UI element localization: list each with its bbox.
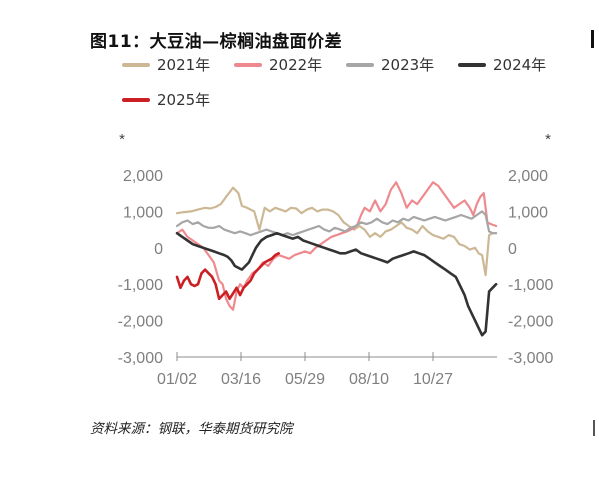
right-ytick-label: 0 xyxy=(508,241,517,258)
legend-swatch-2023 xyxy=(346,62,374,67)
right-ytick-label: 1,000 xyxy=(508,204,548,221)
legend-label-2023: 2023年 xyxy=(381,56,435,74)
left-axis-unit: * xyxy=(119,131,125,148)
chart-title: 图11：大豆油—棕榈油盘面价差 xyxy=(90,32,343,52)
legend-item-2025: 2025年 xyxy=(122,89,210,110)
left-ytick-label: -2,000 xyxy=(118,314,163,331)
legend-label-2025: 2025年 xyxy=(157,91,211,109)
legend-item-2024: 2024年 xyxy=(458,54,546,75)
legend-label-2022: 2022年 xyxy=(269,56,323,74)
series-line-2025 xyxy=(175,252,281,301)
right-axis-unit: * xyxy=(545,131,551,148)
left-ytick-label: -3,000 xyxy=(118,350,163,367)
x-tick-label: 01/02 xyxy=(157,371,197,388)
legend-item-2023: 2023年 xyxy=(346,54,434,75)
right-ytick-label: -2,000 xyxy=(508,314,553,331)
x-tick-label: 03/16 xyxy=(221,371,261,388)
clipped-neighbor-title-mark xyxy=(591,30,599,48)
left-ytick-label: 2,000 xyxy=(123,168,163,185)
legend-label-2021: 2021年 xyxy=(157,56,211,74)
legend-swatch-2024 xyxy=(458,62,486,67)
legend-item-2021: 2021年 xyxy=(122,54,210,75)
left-ytick-label: 0 xyxy=(154,241,163,258)
series-line-2022 xyxy=(175,181,498,311)
series-line-2023 xyxy=(175,210,498,237)
right-ytick-label: -3,000 xyxy=(508,350,553,367)
legend-swatch-2025 xyxy=(122,97,150,102)
legend-item-2022: 2022年 xyxy=(234,54,322,75)
right-ytick-label: 2,000 xyxy=(508,168,548,185)
left-ytick-label: -1,000 xyxy=(118,277,163,294)
left-ytick-label: 1,000 xyxy=(123,204,163,221)
series-line-2024 xyxy=(175,231,498,337)
legend-swatch-2022 xyxy=(234,62,262,67)
legend-label-2024: 2024年 xyxy=(493,56,547,74)
source-note: 资料来源：钢联，华泰期货研究院 xyxy=(90,421,293,437)
clipped-neighbor-source-mark xyxy=(593,420,599,436)
right-ytick-label: -1,000 xyxy=(508,277,553,294)
legend-swatch-2021 xyxy=(122,62,150,67)
x-tick-label: 10/27 xyxy=(413,371,453,388)
x-tick-label: 05/29 xyxy=(285,371,325,388)
series-line-2021 xyxy=(175,186,498,277)
x-tick-label: 08/10 xyxy=(349,371,389,388)
